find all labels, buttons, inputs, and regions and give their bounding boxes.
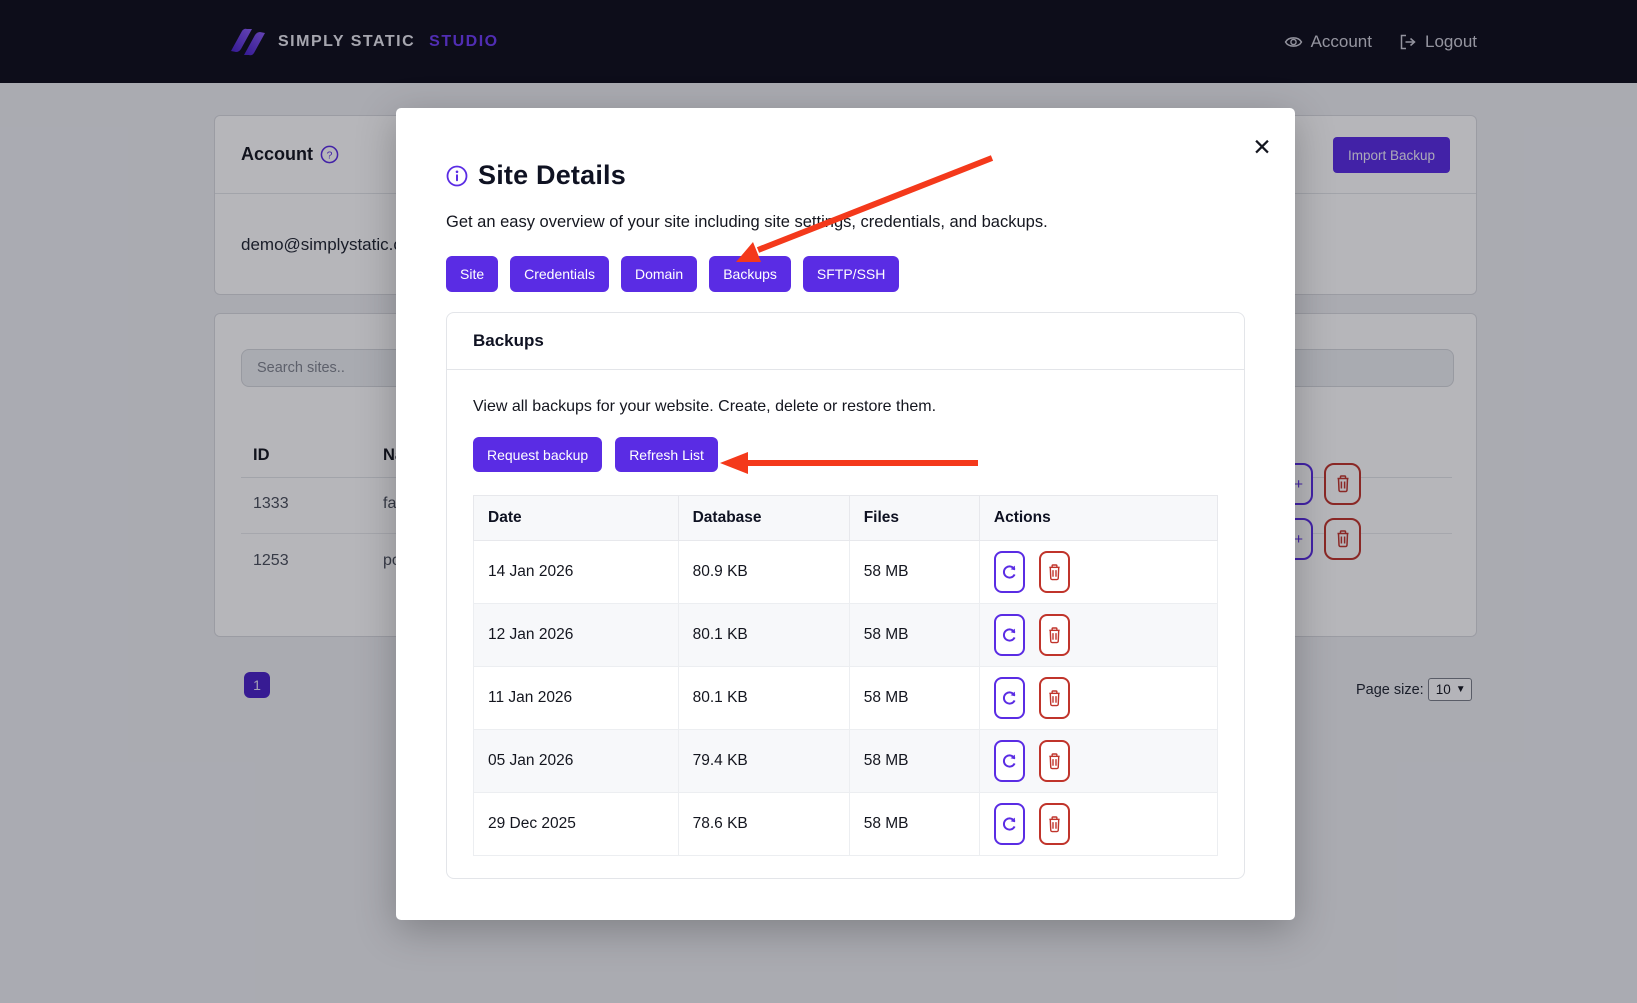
close-icon[interactable]: ✕	[1245, 130, 1279, 164]
account-nav-link[interactable]: Account	[1284, 32, 1372, 52]
restore-backup-button[interactable]	[993, 740, 1025, 782]
restore-backup-button[interactable]	[993, 803, 1025, 845]
account-card-title: Account	[241, 144, 313, 164]
modal-subtitle: Get an easy overview of your site includ…	[446, 213, 1048, 231]
account-label: Account	[1310, 31, 1372, 51]
site-id: 1333	[253, 495, 289, 512]
logout-nav-link[interactable]: Logout	[1400, 32, 1477, 52]
restore-backup-button[interactable]	[993, 677, 1025, 719]
trash-icon	[1049, 752, 1060, 769]
brand-logo[interactable]: SIMPLY STATIC STUDIO	[228, 27, 499, 57]
backup-database-size: 78.6 KB	[677, 792, 850, 856]
refresh-icon	[1002, 816, 1016, 831]
site-delete-button[interactable]	[1324, 463, 1361, 505]
delete-backup-button[interactable]	[1038, 614, 1070, 656]
trash-icon	[1337, 530, 1348, 548]
restore-backup-button[interactable]	[993, 551, 1025, 593]
col-actions: Actions	[978, 495, 1219, 541]
backup-files-size: 58 MB	[848, 540, 980, 604]
help-icon[interactable]: ?	[320, 145, 339, 164]
trash-icon	[1049, 689, 1060, 706]
backup-date: 11 Jan 2026	[473, 666, 679, 730]
tab-domain[interactable]: Domain	[620, 256, 698, 292]
svg-text:?: ?	[327, 150, 333, 161]
backup-row: 29 Dec 2025 78.6 KB 58 MB	[473, 792, 1219, 856]
trash-icon	[1337, 475, 1348, 493]
tab-backups[interactable]: Backups	[709, 256, 791, 292]
col-files: Files	[848, 495, 980, 541]
col-date: Date	[473, 495, 679, 541]
backup-row: 05 Jan 2026 79.4 KB 58 MB	[473, 729, 1219, 793]
trash-icon	[1049, 563, 1060, 580]
backup-database-size: 80.9 KB	[677, 540, 850, 604]
refresh-icon	[1002, 690, 1016, 705]
backup-files-size: 58 MB	[848, 792, 980, 856]
backups-table: Date Database Files Actions 14 Jan 2026 …	[473, 495, 1219, 856]
delete-backup-button[interactable]	[1038, 677, 1070, 719]
backup-files-size: 58 MB	[848, 729, 980, 793]
site-details-modal: ✕ Site Details Get an easy overview of y…	[396, 108, 1295, 920]
backup-database-size: 80.1 KB	[677, 603, 850, 667]
backup-row: 11 Jan 2026 80.1 KB 58 MB	[473, 666, 1219, 730]
delete-backup-button[interactable]	[1038, 551, 1070, 593]
tab-sftp-ssh[interactable]: SFTP/SSH	[802, 256, 900, 292]
backup-date: 05 Jan 2026	[473, 729, 679, 793]
plus-icon: +	[1294, 475, 1303, 493]
brand-suffix: STUDIO	[429, 32, 499, 50]
logout-icon	[1400, 34, 1417, 50]
simply-static-logo-icon	[231, 28, 265, 55]
trash-icon	[1049, 815, 1060, 832]
account-email: demo@simplystatic.c	[241, 234, 402, 254]
page-size-value: 10	[1435, 682, 1451, 697]
refresh-icon	[1002, 627, 1016, 642]
backup-date: 29 Dec 2025	[473, 792, 679, 856]
backup-date: 14 Jan 2026	[473, 540, 679, 604]
backup-date: 12 Jan 2026	[473, 603, 679, 667]
col-database: Database	[677, 495, 850, 541]
backups-card: Backups View all backups for your websit…	[446, 312, 1245, 879]
eye-icon	[1284, 35, 1303, 49]
plus-icon: +	[1294, 530, 1303, 548]
top-navbar: SIMPLY STATIC STUDIO Account Logout	[0, 0, 1637, 83]
brand-name: SIMPLY STATIC	[278, 32, 416, 50]
tab-site[interactable]: Site	[446, 256, 499, 292]
backups-card-title: Backups	[473, 331, 544, 350]
page-size-label: Page size:	[1356, 681, 1424, 698]
backup-database-size: 79.4 KB	[677, 729, 850, 793]
delete-backup-button[interactable]	[1038, 740, 1070, 782]
page-size-select[interactable]: 10 ▼	[1427, 678, 1472, 701]
site-id: 1253	[253, 552, 289, 569]
logout-label: Logout	[1425, 31, 1477, 51]
trash-icon	[1049, 626, 1060, 643]
restore-backup-button[interactable]	[993, 614, 1025, 656]
delete-backup-button[interactable]	[1038, 803, 1070, 845]
refresh-list-button[interactable]: Refresh List	[615, 437, 718, 472]
site-delete-button[interactable]	[1324, 518, 1361, 560]
backup-files-size: 58 MB	[848, 603, 980, 667]
tab-credentials[interactable]: Credentials	[510, 256, 609, 292]
backup-row: 14 Jan 2026 80.9 KB 58 MB	[473, 540, 1219, 604]
request-backup-button[interactable]: Request backup	[473, 437, 603, 472]
sites-col-id: ID	[253, 446, 270, 464]
page-title: Site Details	[478, 160, 626, 190]
backup-files-size: 58 MB	[848, 666, 980, 730]
info-icon	[446, 165, 468, 186]
backup-database-size: 80.1 KB	[677, 666, 850, 730]
refresh-icon	[1002, 753, 1016, 768]
pagination-page-1[interactable]: 1	[244, 672, 270, 698]
import-backup-button[interactable]: Import Backup	[1332, 137, 1450, 173]
backup-row: 12 Jan 2026 80.1 KB 58 MB	[473, 603, 1219, 667]
refresh-icon	[1002, 564, 1016, 579]
site-details-tabs: Site Credentials Domain Backups SFTP/SSH	[446, 256, 1245, 292]
backups-description: View all backups for your website. Creat…	[473, 398, 937, 415]
chevron-down-icon: ▼	[1455, 683, 1466, 695]
